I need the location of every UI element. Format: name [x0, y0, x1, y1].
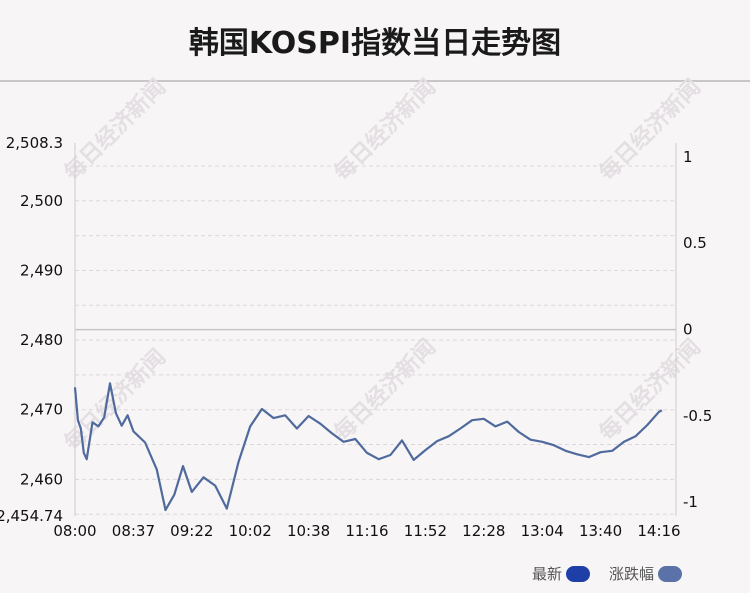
x-tick-label: 08:37: [112, 522, 155, 540]
legend-latest-label: 最新: [532, 565, 563, 583]
title-divider: [0, 80, 750, 82]
index-series-line: [73, 382, 663, 512]
y-right-tick-label: 0: [683, 321, 693, 339]
y-right-tick-label: -0.5: [683, 407, 712, 425]
x-tick-label: 14:16: [637, 522, 680, 540]
x-tick-label: 11:16: [345, 522, 388, 540]
x-tick-label: 12:28: [462, 522, 505, 540]
y-left-tick-label: 2,480: [20, 331, 63, 349]
watermark-text: 每日经济新闻: [329, 74, 441, 186]
x-tick-label: 13:04: [521, 522, 564, 540]
y-left-tick-label: 2,508.3: [6, 134, 63, 152]
x-axis-labels: 08:00 08:37 09:22 10:02 10:38 11:16 11:52 12:28…: [53, 522, 680, 540]
x-tick-label: 10:38: [287, 522, 330, 540]
y-left-tick-label: 2,454.74: [0, 507, 63, 525]
y-left-tick-label: 2,460: [20, 470, 63, 488]
y-right-tick-label: -1: [683, 493, 698, 511]
x-tick-label: 13:40: [579, 522, 622, 540]
watermark-text: 每日经济新闻: [594, 334, 706, 446]
watermark-text: 每日经济新闻: [594, 74, 706, 186]
axes: [74, 143, 677, 516]
watermark-text: 每日经济新闻: [59, 74, 171, 186]
y-axis-right-labels: 1 0.5 0 -0.5 -1: [683, 148, 712, 511]
x-tick-label: 08:00: [53, 522, 96, 540]
y-right-tick-label: 0.5: [683, 234, 707, 252]
y-left-tick-label: 2,490: [20, 261, 63, 279]
y-left-tick-label: 2,500: [20, 192, 63, 210]
chart-title: 韩国KOSPI指数当日走势图: [188, 26, 562, 61]
y-left-tick-label: 2,470: [20, 401, 63, 419]
x-tick-label: 10:02: [229, 522, 272, 540]
legend-latest[interactable]: 最新: [532, 563, 591, 584]
y-right-tick-label: 1: [683, 148, 693, 166]
legend-latest-swatch: [566, 565, 591, 582]
y-axis-left-labels: 2,508.3 2,500 2,490 2,480 2,470 2,460 2,454.74: [0, 134, 63, 525]
watermark-text: 每日经济新闻: [329, 334, 441, 446]
x-tick-label: 09:22: [170, 522, 213, 540]
legend-change-swatch: [658, 565, 683, 582]
x-tick-label: 11:52: [404, 522, 447, 540]
legend-change-label: 涨跌幅: [609, 565, 655, 583]
legend-change[interactable]: 涨跌幅: [609, 563, 683, 584]
grid-lines: [75, 165, 676, 515]
